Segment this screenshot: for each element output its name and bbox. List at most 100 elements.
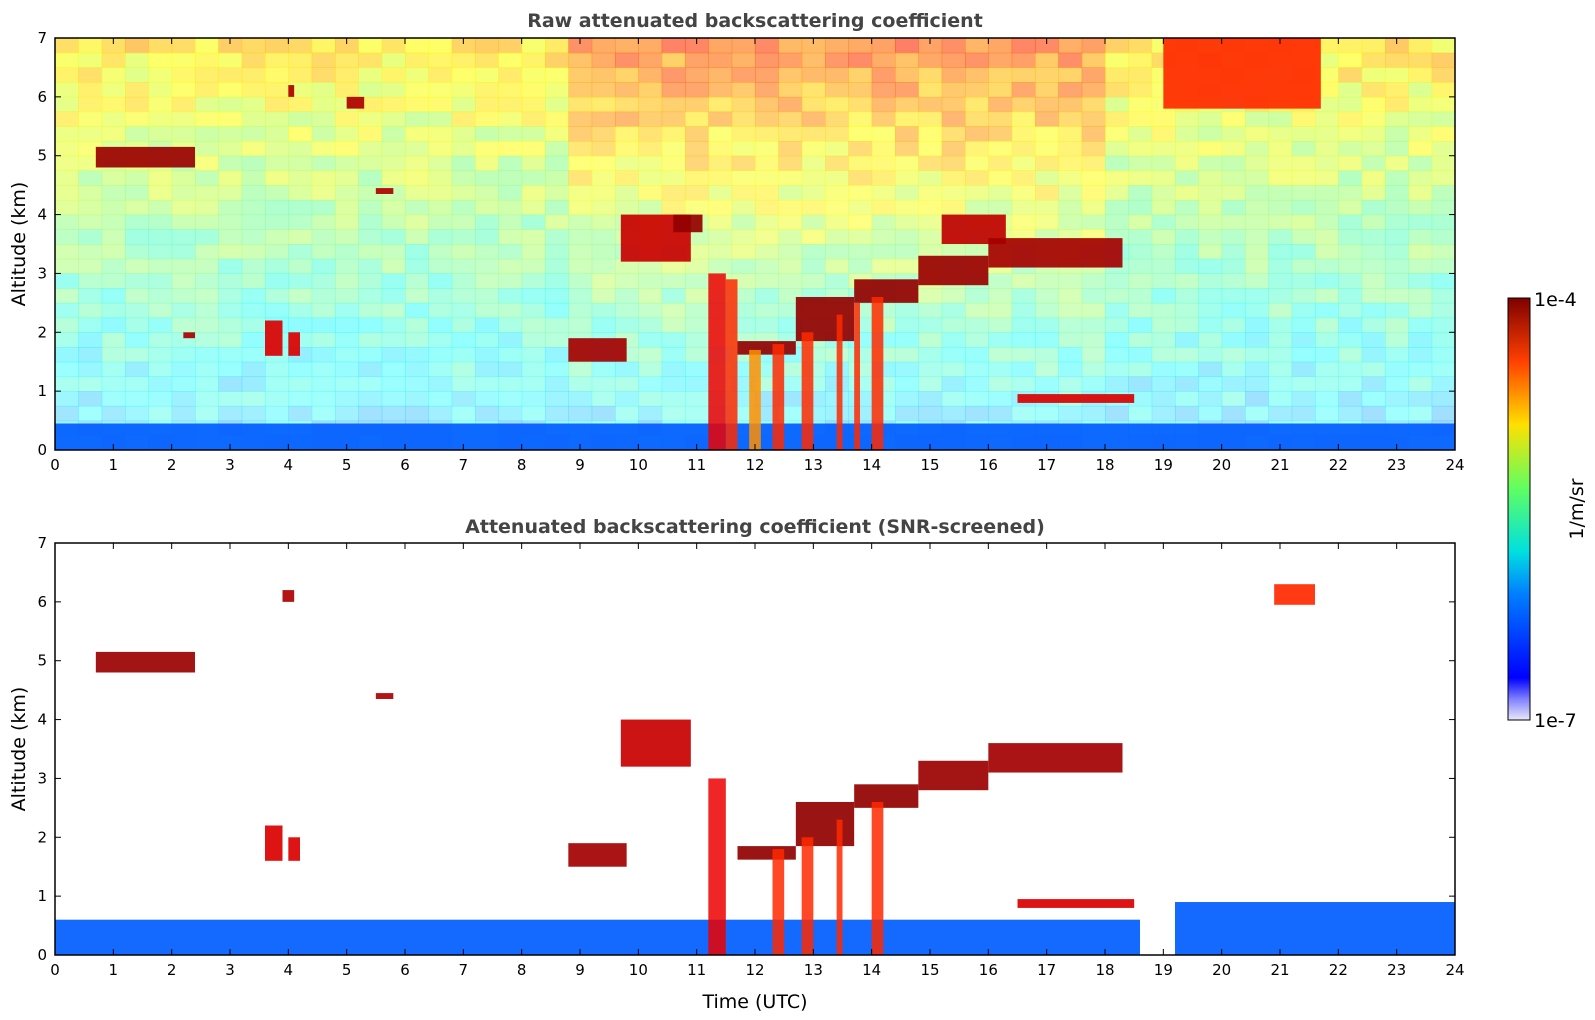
noise-cell — [381, 141, 406, 157]
noise-cell — [335, 185, 359, 201]
noise-cell — [521, 96, 546, 113]
noise-cell — [1291, 288, 1316, 304]
noise-cell — [101, 214, 126, 230]
noise-cell — [451, 185, 476, 201]
noise-cell — [218, 52, 243, 69]
noise-cell — [591, 302, 616, 319]
noise-cell — [498, 332, 523, 348]
noise-cell — [545, 82, 569, 98]
noise-cell — [1291, 155, 1316, 172]
noise-cell — [545, 141, 569, 157]
noise-cell — [1128, 229, 1153, 245]
noise-cell — [125, 347, 149, 363]
noise-cell — [78, 82, 103, 98]
noise-cell — [1431, 185, 1455, 201]
noise-cell — [428, 258, 453, 275]
noise-cell — [358, 244, 383, 260]
noise-cell — [381, 405, 406, 422]
noise-cell — [871, 258, 896, 275]
noise-cell — [591, 244, 616, 260]
noise-cell — [988, 141, 1013, 157]
y-axis-label: Altitude (km) — [8, 182, 30, 307]
noise-cell — [1245, 170, 1269, 186]
noise-cell — [1105, 405, 1129, 422]
noise-cell — [405, 155, 429, 172]
noise-cell — [125, 229, 149, 245]
feature-cloud — [282, 590, 295, 602]
noise-cell — [545, 288, 569, 304]
noise-cell — [615, 258, 639, 275]
noise-cell — [475, 141, 499, 157]
noise-cell — [568, 199, 593, 216]
noise-cell — [1058, 82, 1083, 98]
noise-cell — [405, 82, 429, 98]
noise-cell — [451, 288, 476, 304]
noise-cell — [148, 288, 173, 304]
noise-cell — [778, 405, 803, 422]
noise-cell — [918, 38, 943, 54]
noise-cell — [825, 111, 849, 127]
noise-cell — [1338, 67, 1363, 83]
noise-cell — [755, 38, 779, 54]
noise-cell — [101, 82, 126, 98]
noise-cell — [1385, 52, 1409, 69]
noise-cell — [171, 361, 196, 378]
noise-cell — [311, 111, 336, 127]
noise-cell — [965, 111, 989, 127]
noise-cell — [1338, 258, 1363, 275]
noise-cell — [1011, 96, 1036, 113]
noise-cell — [1315, 347, 1339, 363]
noise-cell — [498, 302, 523, 319]
noise-cell — [895, 214, 919, 230]
y-tick-label: 5 — [37, 147, 47, 165]
noise-cell — [1385, 347, 1409, 363]
noise-cell — [708, 52, 733, 69]
x-tick-label: 8 — [517, 961, 527, 979]
noise-cell — [615, 52, 639, 69]
noise-cell — [1408, 347, 1433, 363]
noise-cell — [241, 244, 266, 260]
noise-cell — [521, 405, 546, 422]
noise-cell — [335, 126, 359, 142]
noise-cell — [755, 126, 779, 142]
noise-cell — [148, 332, 173, 348]
noise-cell — [568, 155, 593, 172]
noise-cell — [591, 38, 616, 54]
noise-cell — [101, 302, 126, 319]
noise-cell — [591, 214, 616, 230]
noise-cell — [731, 185, 756, 201]
noise-cell — [1221, 170, 1246, 186]
noise-cell — [358, 258, 383, 275]
noise-cell — [148, 244, 173, 260]
noise-cell — [358, 317, 383, 333]
noise-cell — [241, 376, 266, 392]
noise-cell — [101, 258, 126, 275]
noise-cell — [918, 229, 943, 245]
noise-cell — [195, 155, 219, 172]
colorbar-min-label: 1e-7 — [1534, 710, 1577, 732]
noise-cell — [358, 391, 383, 407]
noise-cell — [475, 405, 499, 422]
y-tick-label: 1 — [37, 382, 47, 400]
noise-cell — [545, 347, 569, 363]
noise-cell — [405, 288, 429, 304]
noise-cell — [1175, 302, 1199, 319]
noise-cell — [755, 170, 779, 186]
plot-area — [55, 584, 1455, 955]
noise-cell — [1128, 258, 1153, 275]
noise-cell — [988, 82, 1013, 98]
y-tick-label: 0 — [37, 441, 47, 459]
noise-cell — [475, 288, 499, 304]
noise-cell — [941, 67, 966, 83]
noise-cell — [591, 229, 616, 245]
x-tick-label: 11 — [687, 961, 706, 979]
noise-cell — [988, 199, 1013, 216]
noise-cell — [1058, 332, 1083, 348]
noise-cell — [171, 229, 196, 245]
noise-cell — [825, 244, 849, 260]
noise-cell — [1291, 244, 1316, 260]
noise-cell — [1361, 229, 1386, 245]
noise-cell — [1151, 199, 1176, 216]
noise-cell — [918, 67, 943, 83]
